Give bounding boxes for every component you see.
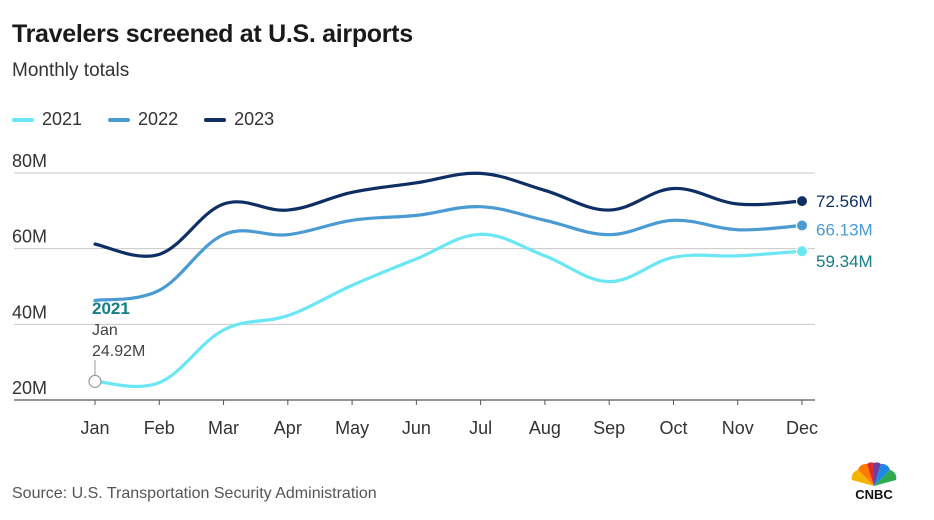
source-note: Source: U.S. Transportation Security Adm…	[12, 485, 377, 502]
annotation-year: 2021	[92, 299, 130, 318]
end-point-2023	[796, 195, 808, 208]
x-tick-label-aug: Aug	[529, 418, 561, 438]
x-tick-label-jul: Jul	[469, 418, 492, 438]
chart-subtitle: Monthly totals	[12, 60, 130, 81]
y-tick-label-20: 20M	[12, 378, 47, 398]
y-tick-label-60: 60M	[12, 227, 47, 247]
x-tick-label-nov: Nov	[722, 418, 754, 438]
annotation-value: 24.92M	[92, 343, 145, 360]
series-line-2021	[93, 232, 804, 389]
end-label-2021: 59.34M	[816, 252, 873, 271]
legend-label-2023: 2023	[234, 109, 275, 129]
annotation-point	[88, 374, 102, 388]
x-tick-label-apr: Apr	[274, 418, 302, 438]
legend-item-2021: 2021	[12, 109, 82, 130]
legend-item-2023: 2023	[204, 109, 274, 130]
x-tick-label-feb: Feb	[144, 418, 175, 438]
legend-swatch-2022	[108, 117, 131, 122]
x-tick-label-sep: Sep	[593, 418, 625, 438]
end-point-2022	[796, 219, 808, 232]
end-label-2022: 66.13M	[816, 220, 873, 239]
legend-label-2021: 2021	[42, 109, 83, 129]
y-tick-label-80: 80M	[12, 151, 47, 171]
series-line-2022	[93, 205, 804, 303]
x-tick-label-oct: Oct	[659, 418, 687, 438]
y-tick-label-40: 40M	[12, 302, 47, 322]
x-tick-label-jan: Jan	[80, 418, 109, 438]
x-tick-label-dec: Dec	[786, 418, 818, 438]
legend: 2021 2022 2023	[12, 109, 300, 130]
legend-item-2022: 2022	[108, 109, 178, 130]
legend-label-2022: 2022	[138, 109, 179, 129]
cnbc-peacock-logo	[851, 462, 897, 486]
end-label-2023: 72.56M	[816, 192, 873, 211]
x-tick-label-may: May	[335, 418, 369, 438]
line-chart: 20M 40M 60M 80M Jan Feb Mar Apr May Jun Jul Aug Sep O…	[12, 151, 873, 438]
series-line-2023	[93, 171, 804, 258]
x-tick-label-jun: Jun	[402, 418, 431, 438]
end-point-2021	[796, 245, 808, 258]
legend-swatch-2021	[12, 117, 34, 122]
x-tick-label-mar: Mar	[208, 418, 239, 438]
annotation-month: Jan	[92, 322, 118, 339]
legend-swatch-2023	[204, 117, 227, 122]
cnbc-logo-text: CNBC	[855, 487, 893, 502]
chart-title: Travelers screened at U.S. airports	[12, 20, 413, 48]
